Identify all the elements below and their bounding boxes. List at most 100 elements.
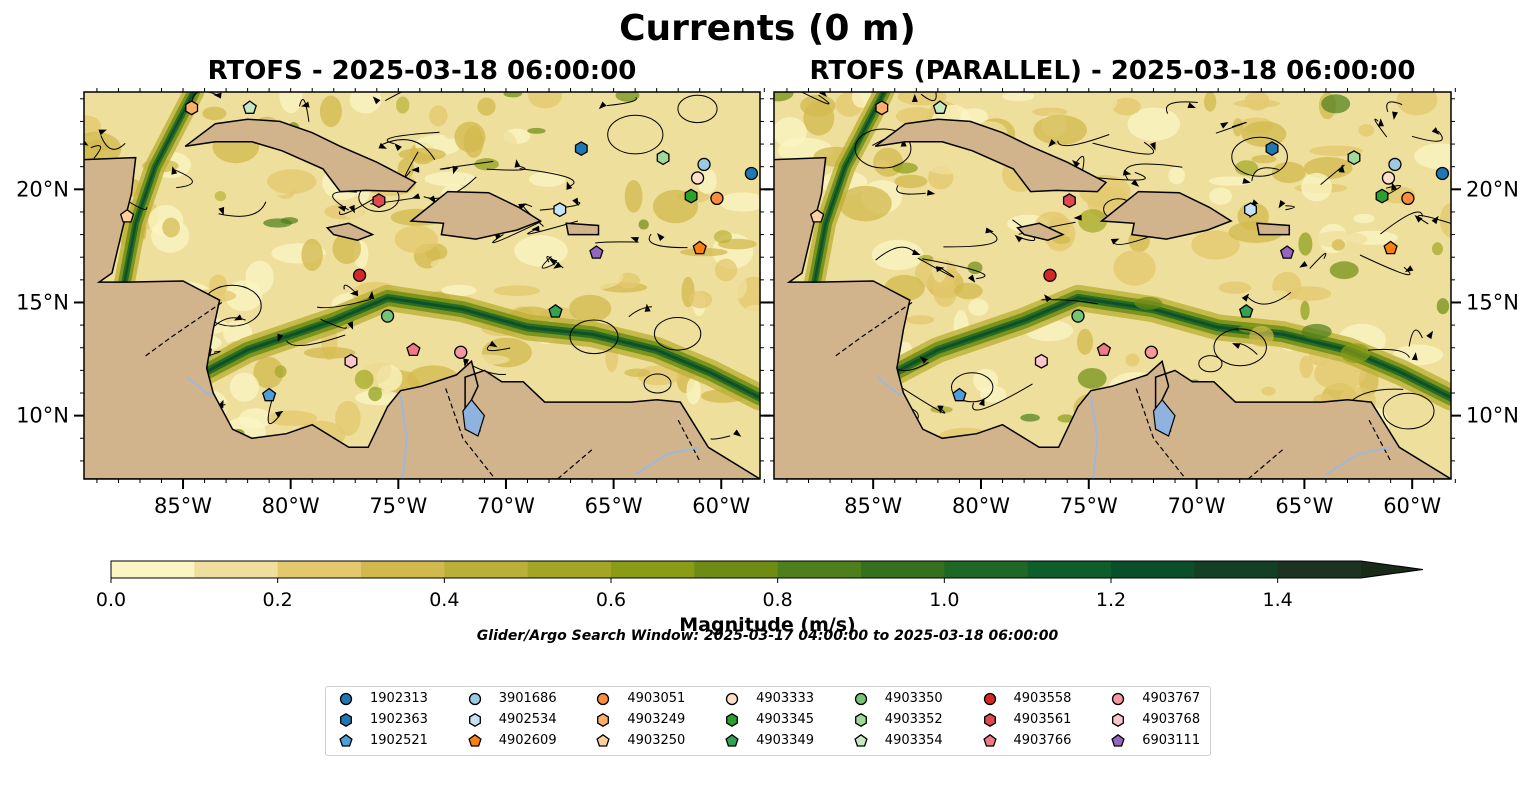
lat-tick-label: 20°N xyxy=(1466,177,1519,201)
axis-ticks: 85°W 80°W 75°W 70°W 65°W 60°W 20°N 15°N 10°N xyxy=(16,88,770,518)
float-marker-1902521 xyxy=(262,387,277,402)
float-marker-4903354 xyxy=(242,100,257,114)
float-marker-6903111 xyxy=(1279,245,1295,259)
colorbar-bin xyxy=(777,561,862,578)
legend-label: 1902313 xyxy=(370,691,428,706)
float-marker-6903111 xyxy=(589,245,604,259)
float-marker-4903354 xyxy=(932,100,948,114)
land-yucatan xyxy=(84,156,760,479)
float-marker-4903249 xyxy=(185,100,199,116)
colorbar-bin xyxy=(194,561,279,578)
colorbar-tick-label: 0.6 xyxy=(596,589,626,611)
legend-label: 3901686 xyxy=(498,691,557,706)
colorbar-bin xyxy=(527,561,612,578)
legend-label: 4903250 xyxy=(627,733,686,748)
legend-marker-4903352 xyxy=(854,713,867,727)
lon-tick-label: 70°W xyxy=(477,494,535,518)
float-marker-1902313 xyxy=(1435,166,1450,181)
map-panel-rtofs-parallel: 85°W 80°W 75°W 70°W 65°W 60°W 20°N 15°N 10°N xyxy=(764,88,1519,518)
legend-label: 4903767 xyxy=(1142,691,1201,706)
colorbar-bin xyxy=(111,561,195,578)
legend-label: 1902521 xyxy=(370,733,428,748)
land-jamaica xyxy=(1016,222,1065,241)
axis-ticks: 85°W 80°W 75°W 70°W 65°W 60°W 20°N 15°N 10°N xyxy=(764,88,1519,518)
colorbar: 0.0 0.2 0.4 0.6 0.8 1.0 1.2 1.4 xyxy=(96,560,1424,611)
colorbar-tick-label: 0.4 xyxy=(429,589,459,611)
land-hispaniola xyxy=(1099,190,1233,240)
panel-title-rtofs-parallel: RTOFS (PARALLEL) - 2025-03-18 06:00:00 xyxy=(809,56,1416,86)
panel-title-rtofs: RTOFS - 2025-03-18 06:00:00 xyxy=(207,56,637,86)
land-puertorico xyxy=(1256,222,1291,236)
legend-label: 4903249 xyxy=(627,712,686,727)
legend-label: 4903349 xyxy=(756,733,814,748)
float-marker-4902609 xyxy=(692,240,707,255)
colorbar-bin xyxy=(361,561,445,578)
legend-marker-6903111 xyxy=(1111,733,1125,747)
lat-tick-label: 15°N xyxy=(16,290,69,314)
float-marker-4902609 xyxy=(1383,240,1398,255)
lat-tick-label: 10°N xyxy=(16,404,69,428)
colorbar-outline xyxy=(110,560,1424,579)
legend-marker-1902521 xyxy=(339,733,353,747)
colorbar-bin xyxy=(1277,561,1362,578)
colorbar-label: Magnitude (m/s) xyxy=(679,614,856,636)
float-marker-4903051 xyxy=(1401,191,1415,206)
float-markers xyxy=(809,100,1450,402)
float-marker-1902521 xyxy=(952,387,967,402)
float-marker-4903352 xyxy=(1347,150,1361,166)
lake-maracaibo xyxy=(1152,398,1176,437)
legend-marker-4903345 xyxy=(726,713,739,727)
float-markers xyxy=(119,100,759,402)
lon-tick-label: 60°W xyxy=(692,494,750,518)
float-marker-3901686 xyxy=(697,157,711,172)
figure-title: Currents (0 m) xyxy=(619,8,916,49)
float-marker-4903767 xyxy=(454,345,468,359)
legend-label: 4903768 xyxy=(1142,712,1201,727)
legend-marker-4903558 xyxy=(983,692,996,706)
lon-tick-label: 80°W xyxy=(952,494,1010,518)
land-cuba xyxy=(184,118,417,193)
float-marker-1902313 xyxy=(744,166,759,181)
map-frame xyxy=(773,91,1452,480)
legend-label: 1902363 xyxy=(370,712,428,727)
colorbar-bin xyxy=(277,561,362,578)
land-yucatan xyxy=(774,156,1451,479)
float-marker-1902363 xyxy=(1265,141,1279,157)
legend-label: 6903111 xyxy=(1142,733,1201,748)
legend-label: 4903766 xyxy=(1013,733,1072,748)
float-marker-4903250 xyxy=(119,208,135,223)
colorbar-tick-label: 0.2 xyxy=(263,589,293,611)
legend-label: 4903350 xyxy=(884,691,943,706)
lat-tick-label: 20°N xyxy=(16,177,69,201)
float-marker-4903558 xyxy=(1043,268,1057,282)
colorbar-bin xyxy=(694,561,779,578)
float-marker-4903767 xyxy=(1144,345,1158,359)
float-marker-4902534 xyxy=(1244,202,1257,218)
legend-label: 4903333 xyxy=(756,691,814,706)
float-marker-4903561 xyxy=(372,193,386,209)
legend-label: 4903051 xyxy=(627,691,686,706)
legend-marker-4903350 xyxy=(854,692,867,706)
legend-marker-4903767 xyxy=(1112,692,1125,706)
legend-marker-4903250 xyxy=(596,733,611,747)
lon-tick-label: 65°W xyxy=(585,494,643,518)
lon-tick-label: 70°W xyxy=(1168,494,1226,518)
colorbar-tick-label: 0.0 xyxy=(96,589,126,611)
float-marker-4903561 xyxy=(1062,193,1076,209)
float-marker-4903345 xyxy=(684,188,698,204)
legend-marker-4903349 xyxy=(725,733,739,747)
legend-label: 4902609 xyxy=(498,733,557,748)
legend-label: 4903354 xyxy=(884,733,943,748)
legend-label: 4903558 xyxy=(1013,691,1072,706)
legend-marker-4902534 xyxy=(468,713,481,727)
float-marker-4903333 xyxy=(1381,171,1396,185)
lat-tick-label: 15°N xyxy=(1466,290,1519,314)
lake-maracaibo xyxy=(462,398,486,437)
colorbar-bin xyxy=(1194,561,1279,578)
legend-marker-4903766 xyxy=(982,733,997,747)
lon-tick-label: 85°W xyxy=(154,494,212,518)
float-marker-4903250 xyxy=(809,208,825,223)
colorbar-bin xyxy=(861,561,945,578)
legend-marker-4903768 xyxy=(1112,713,1125,727)
float-marker-4903051 xyxy=(710,191,724,206)
